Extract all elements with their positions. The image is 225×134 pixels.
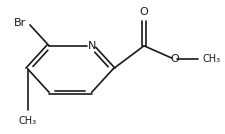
Text: O: O (139, 7, 148, 17)
Text: O: O (170, 55, 179, 64)
Text: CH₃: CH₃ (19, 116, 37, 126)
Text: N: N (87, 41, 95, 51)
Text: Br: Br (14, 18, 26, 28)
Text: CH₃: CH₃ (201, 55, 219, 64)
